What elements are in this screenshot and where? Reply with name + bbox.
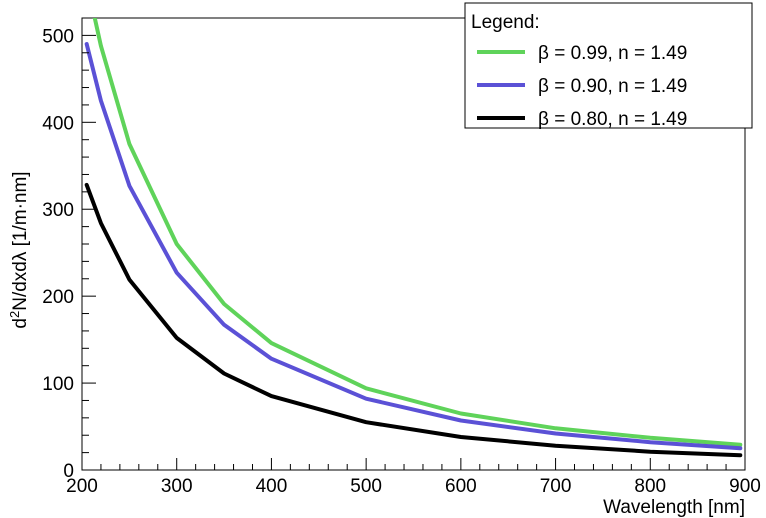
x-tick-label: 500 <box>350 476 382 497</box>
y-tick-label: 200 <box>42 287 74 308</box>
legend-box <box>464 2 753 129</box>
y-tick-label: 400 <box>42 113 74 134</box>
legend-label-2: β = 0.90, n = 1.49 <box>538 76 687 97</box>
legend-label-3: β = 0.80, n = 1.49 <box>538 109 687 130</box>
x-tick-label: 300 <box>161 476 193 497</box>
legend: Legend: β = 0.99, n = 1.49 β = 0.90, n = … <box>464 2 753 130</box>
x-tick-label: 800 <box>634 476 666 497</box>
y-tick-label: 500 <box>42 26 74 47</box>
x-tick-label: 400 <box>256 476 288 497</box>
series-line-2 <box>84 42 743 451</box>
y-axis-title: d2N/dxdλ [1/m·nm] <box>7 171 31 328</box>
x-tick-label: 900 <box>729 476 761 497</box>
x-tick-label: 700 <box>540 476 572 497</box>
x-tick-label: 200 <box>66 476 98 497</box>
y-tick-label: 0 <box>63 461 74 482</box>
x-axis-title: Wavelength [nm] <box>603 497 745 518</box>
series-line-3 <box>84 182 743 458</box>
series-layer <box>84 18 743 458</box>
legend-title: Legend: <box>471 12 540 33</box>
legend-label-1: β = 0.99, n = 1.49 <box>538 43 687 64</box>
y-tick-label: 300 <box>42 200 74 221</box>
legend-entries: β = 0.99, n = 1.49 β = 0.90, n = 1.49 β = … <box>477 43 687 130</box>
y-tick-label: 100 <box>42 374 74 395</box>
axis-layer: 200 300 400 500 600 700 800 900 0 100 200 300 400 500 <box>42 17 761 497</box>
x-tick-label: 600 <box>445 476 477 497</box>
series-line-1 <box>92 18 743 447</box>
